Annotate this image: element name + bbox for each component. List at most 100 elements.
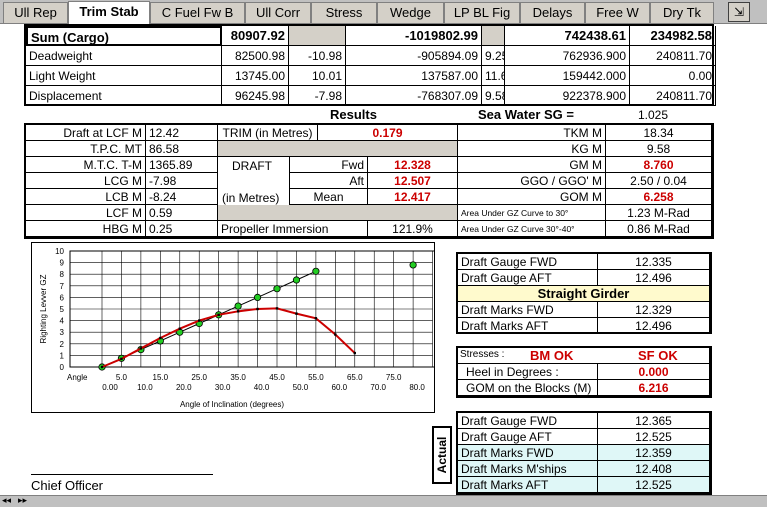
tab-delays[interactable]: Delays [520,2,585,23]
tab-free-w[interactable]: Free W [585,2,650,23]
hydro-value[interactable]: 1365.89 [146,157,218,173]
stability-value[interactable]: 2.50 / 0.04 [606,173,712,189]
summary-row-kg[interactable]: 9.25 [482,46,505,66]
tab-ull-corr[interactable]: Ull Corr [245,2,311,23]
scroll-right-icon[interactable]: ▸▸ [18,495,28,505]
draft-gauge-value[interactable]: 12.496 [598,318,710,334]
hydro-value[interactable]: -7.98 [146,173,218,189]
summary-row-label[interactable]: Displacement [26,86,222,106]
tab-dry-tk[interactable]: Dry Tk [650,2,714,23]
summary-row-label[interactable]: Light Weight [26,66,222,86]
straight-girder-title[interactable]: Straight Girder [458,286,710,302]
summary-row-kg[interactable]: 11.60 [482,66,505,86]
trim-spacer[interactable] [218,141,458,157]
draft-gauge-value[interactable]: 12.496 [598,270,710,286]
draft-gauge-label[interactable]: Draft Gauge FWD [458,254,598,270]
stability-label[interactable]: GM M [458,157,606,173]
actual-row-value[interactable]: 12.408 [598,461,710,477]
hydro-value[interactable]: 0.59 [146,205,218,221]
scroll-left-icon[interactable]: ◂◂ [2,495,12,505]
hydro-label[interactable]: Draft at LCF M [26,125,146,141]
tab-wedge[interactable]: Wedge [377,2,444,23]
hydro-label[interactable]: HBG M [26,221,146,237]
stability-value[interactable]: 8.760 [606,157,712,173]
summary-row-fsm[interactable]: 240811.70 [630,46,716,66]
sum-moment[interactable]: -1019802.99 [346,26,482,46]
draft-aft-label[interactable]: Aft [290,173,368,189]
stability-value[interactable]: 6.258 [606,189,712,205]
summary-row-lcg[interactable]: -7.98 [289,86,346,106]
propeller-value[interactable]: 121.9% [368,221,458,237]
gom-blocks-value[interactable]: 6.216 [598,380,710,396]
gom-blocks-label[interactable]: GOM on the Blocks (M) [458,380,598,396]
hydro-value[interactable]: 86.58 [146,141,218,157]
draft-fwd-value[interactable]: 12.328 [368,157,458,173]
draft-mean-label[interactable]: Mean [290,189,368,205]
summary-row-lcg[interactable]: -10.98 [289,46,346,66]
actual-row-label[interactable]: Draft Marks FWD [458,445,598,461]
stability-value[interactable]: 18.34 [606,125,712,141]
draft-gauge-label[interactable]: Draft Gauge AFT [458,270,598,286]
summary-row-weight[interactable]: 96245.98 [222,86,289,106]
stability-label[interactable]: TKM M [458,125,606,141]
stresses-row[interactable] [458,348,710,364]
hydro-label[interactable]: LCB M [26,189,146,205]
stability-label[interactable]: Area Under GZ Curve 30°-40° [458,221,606,237]
tab-stress[interactable]: Stress [311,2,377,23]
tab-scroll-icon[interactable]: ⇲ [728,2,750,22]
summary-row-vmom[interactable]: 762936.900 [505,46,630,66]
actual-row-label[interactable]: Draft Gauge FWD [458,413,598,429]
summary-row-fsm[interactable]: 0.00 [630,66,716,86]
tab-lp-bl-fig[interactable]: LP BL Fig [444,2,520,23]
actual-row-label[interactable]: Draft Marks AFT [458,477,598,493]
propeller-label[interactable]: Propeller Immersion [218,221,368,237]
summary-row-vmom[interactable]: 159442.000 [505,66,630,86]
stability-value[interactable]: 9.58 [606,141,712,157]
sum-cargo-label[interactable]: Sum (Cargo) [26,26,222,46]
draft-gauge-value[interactable]: 12.335 [598,254,710,270]
tab-c-fuel-fw-b[interactable]: C Fuel Fw B [150,2,245,23]
propeller-spacer[interactable] [218,205,458,221]
draft-gauge-label[interactable]: Draft Marks AFT [458,318,598,334]
hydro-label[interactable]: LCF M [26,205,146,221]
actual-row-label[interactable]: Draft Marks M'ships [458,461,598,477]
actual-row-value[interactable]: 12.525 [598,477,710,493]
sum-kg-empty[interactable] [482,26,505,46]
actual-row-value[interactable]: 12.525 [598,429,710,445]
stability-label[interactable]: GGO / GGO' M [458,173,606,189]
draft-gauge-label[interactable]: Draft Marks FWD [458,302,598,318]
sea-water-sg-value[interactable]: 1.025 [638,108,669,122]
hydro-value[interactable]: 12.42 [146,125,218,141]
tab-trim-stab[interactable]: Trim Stab [68,1,150,24]
stability-label[interactable]: Area Under GZ Curve to 30° [458,205,606,221]
summary-row-weight[interactable]: 82500.98 [222,46,289,66]
heel-label[interactable]: Heel in Degrees : [458,364,598,380]
stability-value[interactable]: 0.86 M-Rad [606,221,712,237]
summary-row-weight[interactable]: 13745.00 [222,66,289,86]
hydro-label[interactable]: LCG M [26,173,146,189]
summary-row-lcg[interactable]: 10.01 [289,66,346,86]
trim-value[interactable]: 0.179 [318,125,458,141]
hydro-label[interactable]: M.T.C. T-M [26,157,146,173]
summary-row-label[interactable]: Deadweight [26,46,222,66]
bm-status[interactable]: BM OK [530,348,574,363]
stability-value[interactable]: 1.23 M-Rad [606,205,712,221]
stability-label[interactable]: KG M [458,141,606,157]
stability-label[interactable]: GOM M [458,189,606,205]
hydro-label[interactable]: T.P.C. MT [26,141,146,157]
tab-ull-rep[interactable]: Ull Rep [3,2,68,23]
draft-mean-value[interactable]: 12.417 [368,189,458,205]
trim-label[interactable]: TRIM (in Metres) [218,125,318,141]
sum-lcg-empty[interactable] [289,26,346,46]
actual-row-value[interactable]: 12.365 [598,413,710,429]
sf-status[interactable]: SF OK [638,348,678,363]
sum-fsm[interactable]: 234982.58 [630,26,716,46]
actual-row-label[interactable]: Draft Gauge AFT [458,429,598,445]
actual-row-value[interactable]: 12.359 [598,445,710,461]
draft-fwd-label[interactable]: Fwd [290,157,368,173]
heel-value[interactable]: 0.000 [598,364,710,380]
summary-row-fsm[interactable]: 240811.70 [630,86,716,106]
draft-aft-value[interactable]: 12.507 [368,173,458,189]
summary-row-moment[interactable]: 137587.00 [346,66,482,86]
hydro-value[interactable]: 0.25 [146,221,218,237]
